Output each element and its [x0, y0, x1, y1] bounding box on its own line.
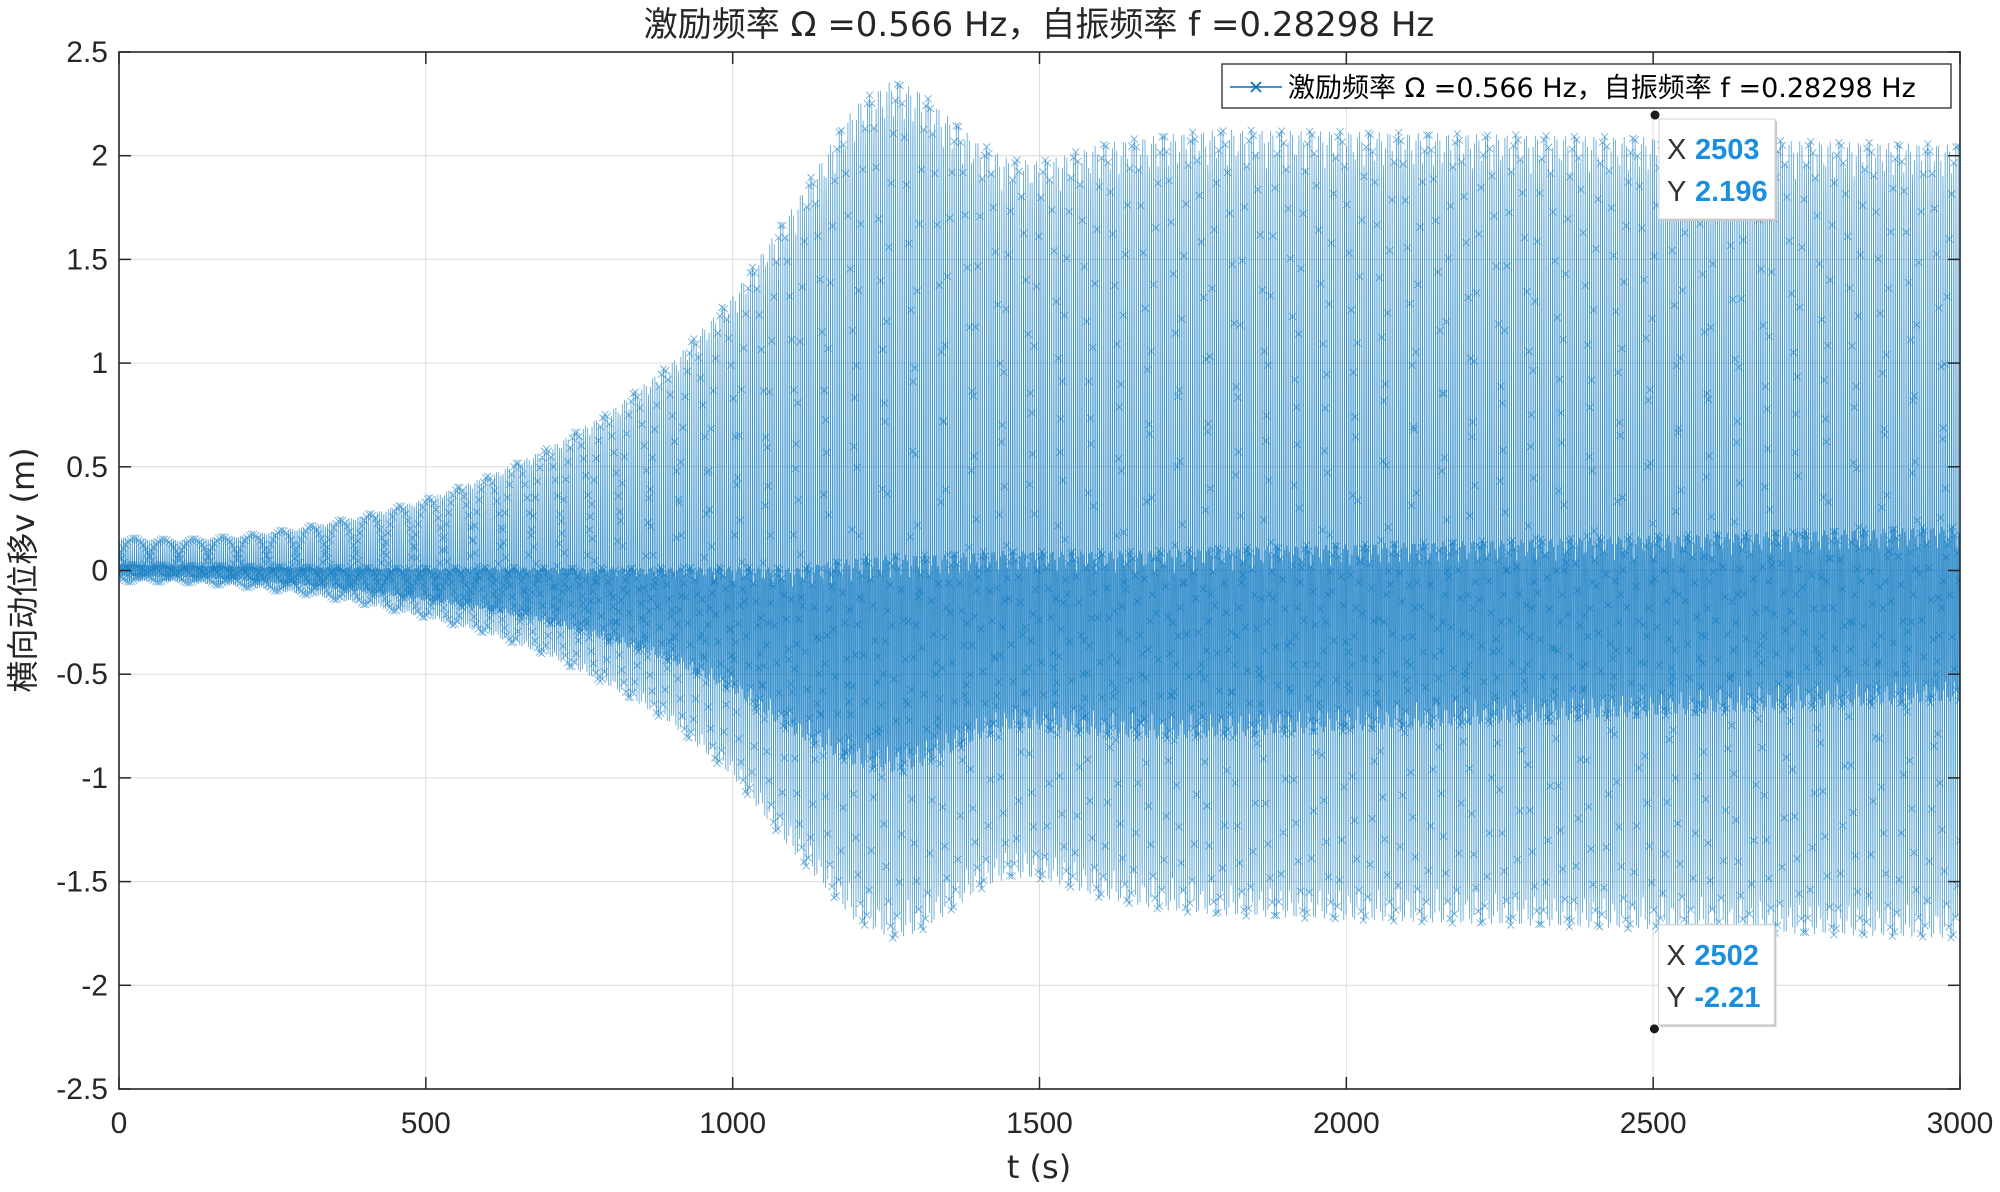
data-tip-y-value: -2.21: [1694, 982, 1760, 1014]
y-tick-label: -1.5: [56, 866, 108, 899]
y-tick-label: 1: [91, 347, 108, 380]
data-tip-x-key: X: [1666, 940, 1685, 972]
y-tick-label: 0.5: [66, 451, 108, 484]
data-tip[interactable]: X 2503 Y 2.196: [1650, 110, 1778, 222]
y-tick-label: 0: [91, 555, 108, 588]
y-tick-label: 1.5: [66, 243, 108, 276]
legend[interactable]: 激励频率 Ω =0.566 Hz，自振频率 f =0.28298 Hz: [1221, 63, 1952, 109]
series-line: [119, 82, 1960, 939]
legend-box: [1221, 63, 1952, 109]
y-tick-label: -2: [81, 969, 108, 1002]
series-markers: [119, 80, 1960, 942]
x-tick-label: 1500: [1006, 1107, 1073, 1140]
data-tip-point: [1649, 1024, 1659, 1034]
data-tips: X 2503 Y 2.196 X 2502 Y -2.21: [1649, 110, 1778, 1034]
y-axis-label: 横向动位移v (m): [4, 447, 42, 692]
data-tip-x-value: 2503: [1695, 134, 1760, 166]
x-tick-label: 2500: [1620, 1107, 1687, 1140]
data-tip-box: [1657, 924, 1775, 1026]
y-tick-label: 2: [91, 140, 108, 173]
data-tip-y-value: 2.196: [1695, 176, 1768, 208]
x-tick-label: 500: [401, 1107, 451, 1140]
y-tick-label: -2.5: [56, 1073, 108, 1106]
x-tick-label: 1000: [699, 1107, 766, 1140]
data-tip[interactable]: X 2502 Y -2.21: [1649, 924, 1777, 1034]
x-axis-label: t (s): [1007, 1148, 1071, 1186]
plot-series-group: [119, 80, 1960, 942]
data-tip-box: [1658, 118, 1776, 220]
data-tip-point: [1650, 110, 1660, 120]
y-tick-label: -1: [81, 762, 108, 795]
x-tick-label: 0: [111, 1107, 128, 1140]
data-tip-y-key: Y: [1666, 982, 1685, 1014]
legend-entry-label: 激励频率 Ω =0.566 Hz，自振频率 f =0.28298 Hz: [1288, 73, 1916, 104]
y-tick-label: -0.5: [56, 658, 108, 691]
ticks: 0 500 1000 1500 2000 2500 3000 2.5 2 1.5 1 0.5 0 -0.5…: [56, 36, 1993, 1140]
chart-title: 激励频率 Ω =0.566 Hz，自振频率 f =0.28298 Hz: [644, 5, 1435, 45]
x-tick-label: 2000: [1313, 1107, 1380, 1140]
data-tip-x-key: X: [1667, 134, 1686, 166]
legend-marker-x-icon: [1250, 81, 1262, 93]
series-layer: [119, 80, 1960, 942]
data-tip-x-value: 2502: [1694, 940, 1759, 972]
y-tick-label: 2.5: [66, 36, 108, 69]
x-tick-label: 3000: [1927, 1107, 1994, 1140]
data-tip-y-key: Y: [1667, 176, 1686, 208]
